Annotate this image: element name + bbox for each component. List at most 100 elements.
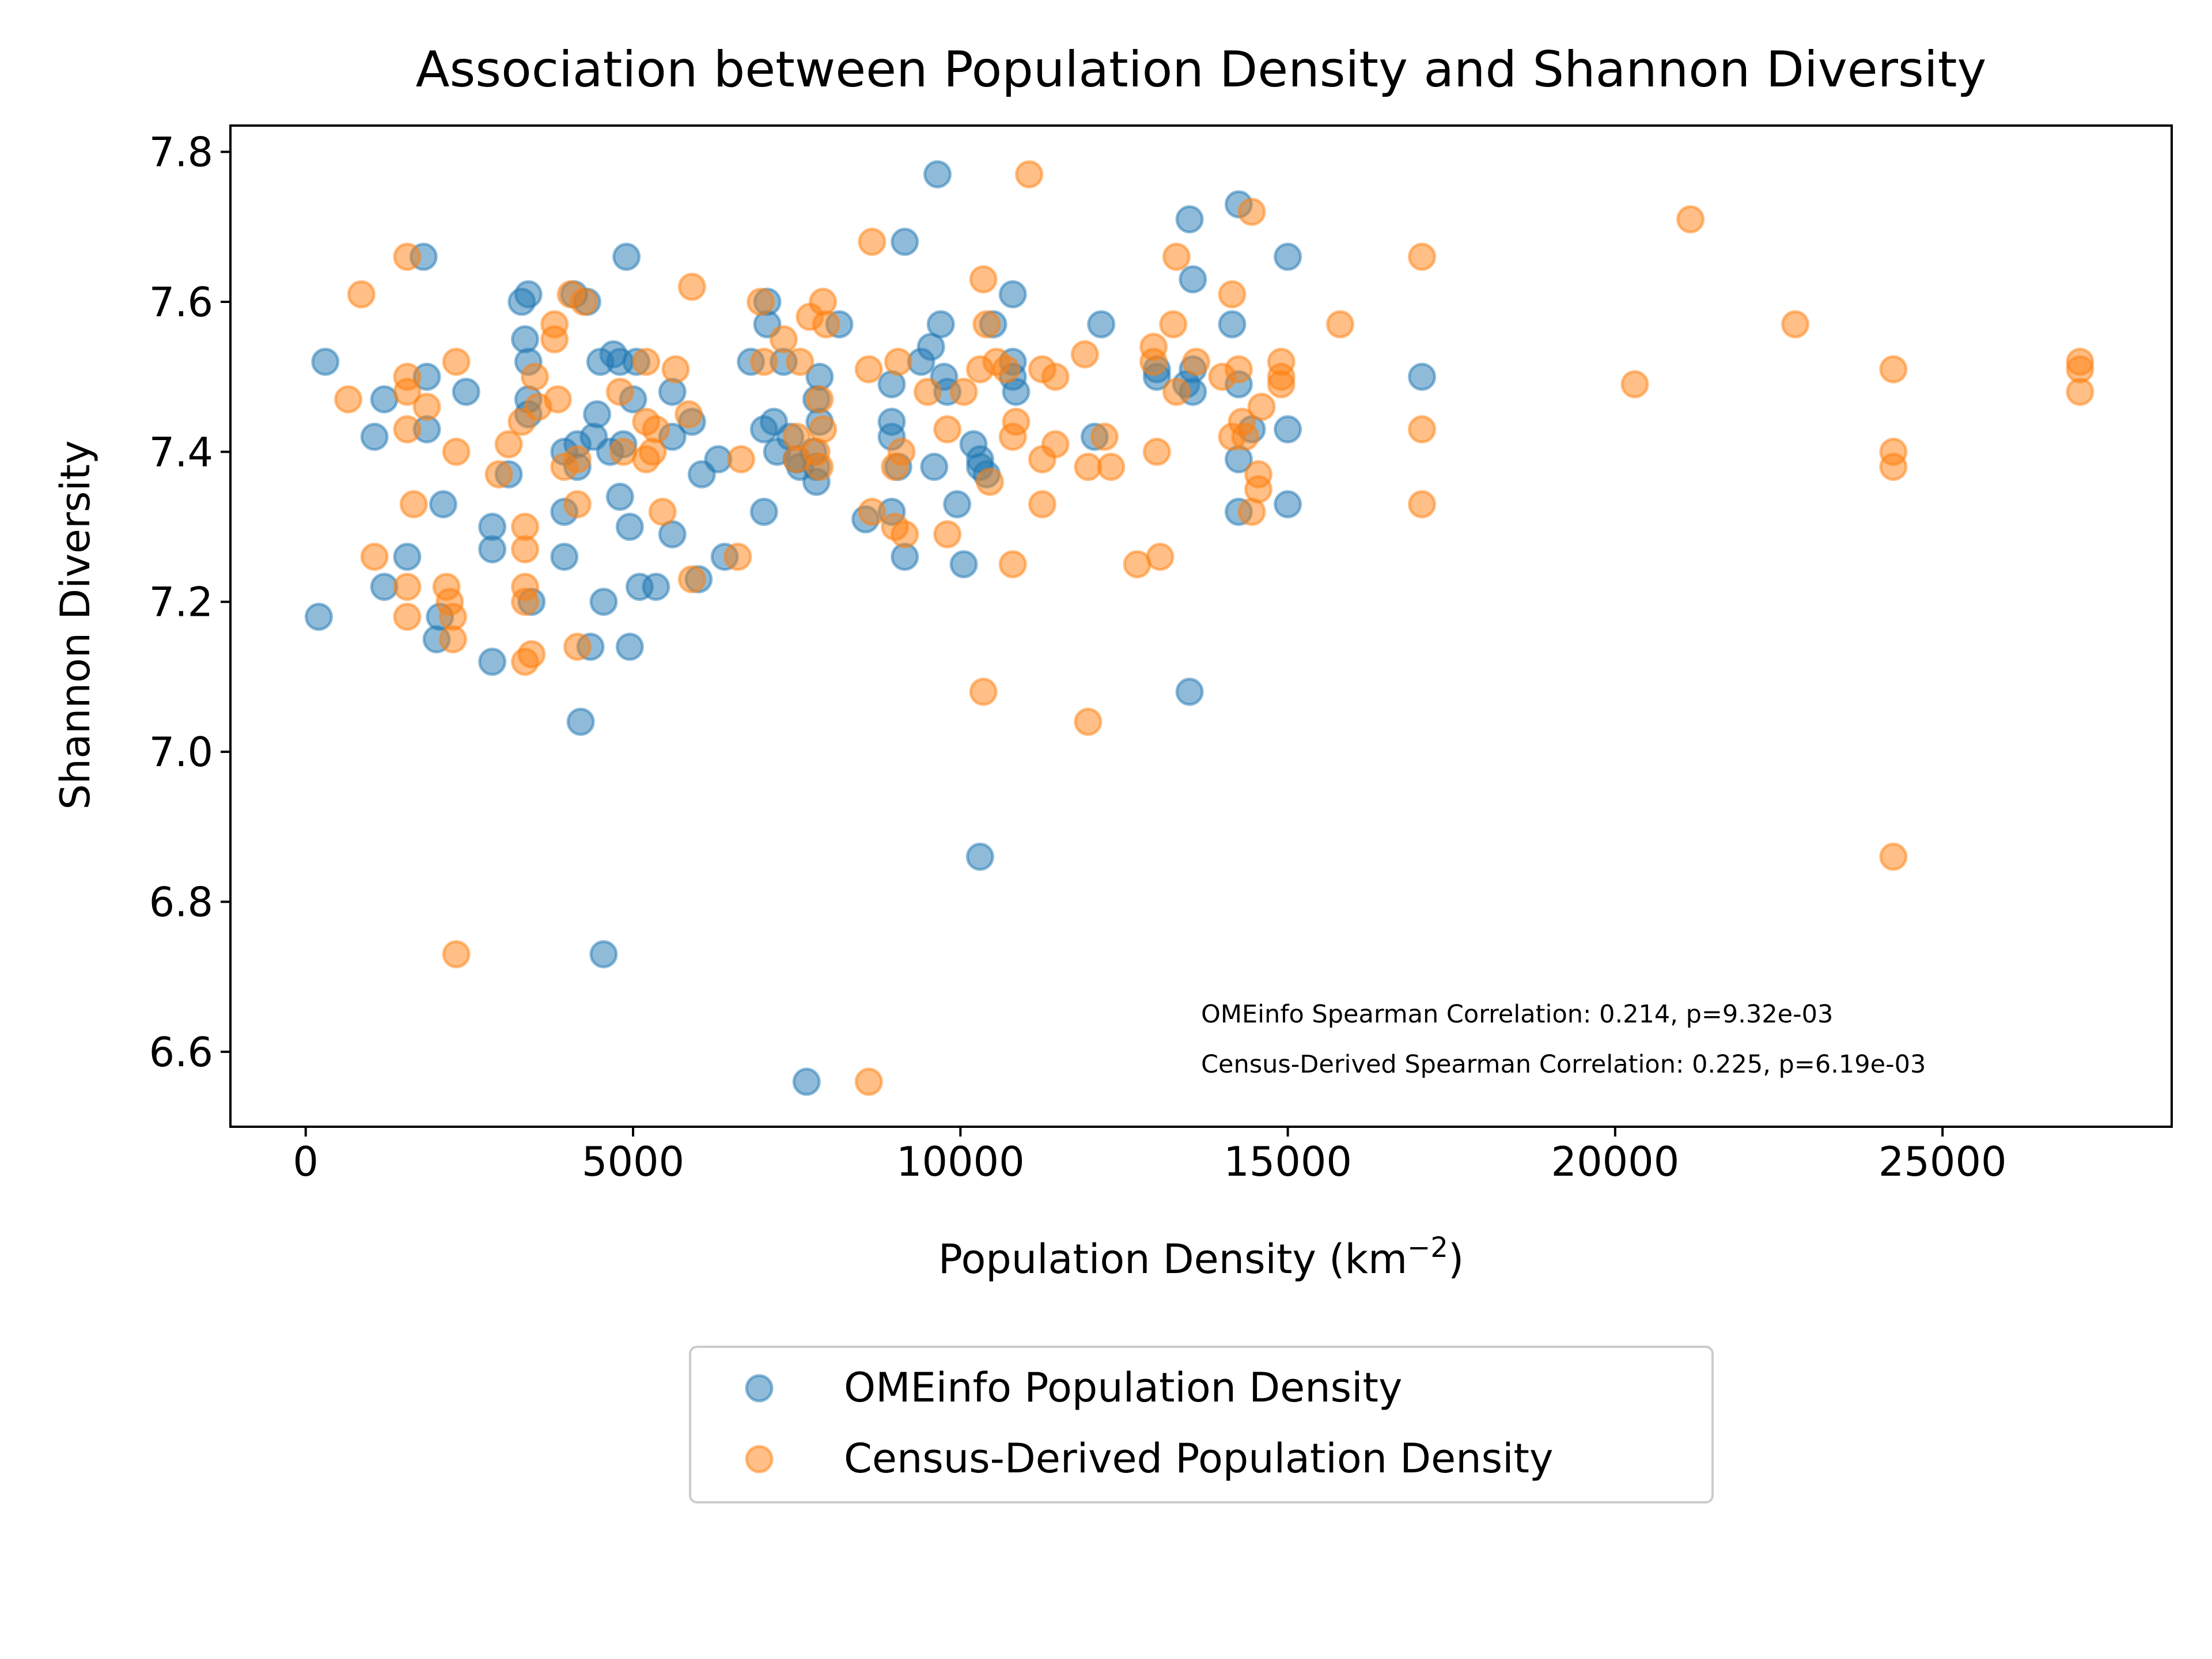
scatter-point bbox=[854, 1067, 883, 1096]
scatter-point bbox=[1002, 407, 1031, 436]
scatter-point bbox=[1326, 310, 1354, 339]
scatter-point bbox=[1237, 198, 1266, 226]
scatter-point bbox=[550, 543, 579, 571]
scatter-point bbox=[1090, 422, 1119, 451]
scatter-point bbox=[615, 632, 644, 661]
y-tick-label: 7.4 bbox=[149, 429, 213, 476]
scatter-point bbox=[914, 377, 942, 406]
scatter-point bbox=[412, 392, 441, 421]
scatter-point bbox=[304, 603, 333, 631]
scatter-point bbox=[786, 347, 815, 376]
scatter-point bbox=[891, 520, 919, 548]
scatter-point bbox=[1041, 362, 1070, 391]
legend: OMEinfo Population Density Census-Derive… bbox=[689, 1346, 1714, 1503]
scatter-point bbox=[727, 445, 755, 474]
legend-marker-omeinfo bbox=[745, 1374, 774, 1403]
scatter-point bbox=[494, 430, 523, 459]
scatter-point bbox=[393, 603, 422, 631]
scatter-point bbox=[1123, 550, 1152, 579]
scatter-point bbox=[920, 452, 949, 481]
scatter-point bbox=[972, 310, 1001, 339]
scatter-point bbox=[589, 940, 618, 969]
scatter-point bbox=[747, 287, 775, 316]
scatter-point bbox=[1676, 205, 1705, 234]
scatter-point bbox=[1142, 437, 1171, 466]
y-tick-label: 7.0 bbox=[149, 729, 213, 776]
scatter-point bbox=[615, 513, 644, 541]
scatter-point bbox=[1074, 707, 1103, 736]
scatter-point bbox=[1231, 422, 1260, 451]
scatter-point bbox=[1028, 490, 1056, 518]
scatter-point bbox=[393, 573, 422, 601]
scatter-point bbox=[563, 490, 592, 518]
scatter-point bbox=[511, 588, 539, 616]
scatter-point bbox=[805, 452, 834, 481]
scatter-point bbox=[1408, 415, 1437, 444]
scatter-point bbox=[442, 347, 471, 376]
scatter-point bbox=[521, 362, 549, 391]
y-tick-label: 6.6 bbox=[149, 1029, 213, 1076]
x-tick-label: 0 bbox=[293, 1138, 319, 1185]
scatter-point bbox=[442, 940, 471, 969]
scatter-point bbox=[1879, 355, 1908, 384]
scatter-point bbox=[442, 437, 471, 466]
scatter-point bbox=[1162, 377, 1191, 406]
scatter-point bbox=[887, 437, 916, 466]
scatter-point bbox=[517, 640, 546, 669]
x-tick-label: 10000 bbox=[896, 1138, 1025, 1185]
scatter-point bbox=[1620, 370, 1649, 399]
scatter-point bbox=[1097, 452, 1126, 481]
scatter-point bbox=[1182, 347, 1210, 376]
scatter-point bbox=[1015, 160, 1044, 189]
annotation-census-correlation: Census-Derived Spearman Correlation: 0.2… bbox=[1201, 1050, 1926, 1079]
plot-area: 0 5000 10000 15000 20000 25000 6.6 6.8 7.0 7.2 7.… bbox=[149, 124, 2173, 1185]
scatter-point bbox=[926, 310, 955, 339]
scatter-point bbox=[452, 377, 480, 406]
scatter-point bbox=[933, 415, 962, 444]
scatter-point bbox=[478, 535, 507, 564]
scatter-point bbox=[311, 347, 340, 376]
scatter-point bbox=[1274, 415, 1302, 444]
scatter-point bbox=[399, 490, 428, 518]
scatter-point bbox=[1267, 370, 1296, 399]
scatter-point bbox=[570, 287, 599, 316]
scatter-point bbox=[393, 377, 422, 406]
scatter-point bbox=[1408, 490, 1437, 518]
scatter-point bbox=[661, 355, 690, 384]
scatter-point bbox=[969, 677, 998, 706]
scatter-point bbox=[884, 347, 912, 376]
scatter-point bbox=[1146, 543, 1175, 571]
scatter-point bbox=[1274, 243, 1302, 271]
scatter-point bbox=[998, 550, 1027, 579]
annotation-omeinfo-correlation: OMEinfo Spearman Correlation: 0.214, p=9… bbox=[1201, 1000, 1833, 1029]
scatter-point bbox=[514, 280, 543, 309]
legend-box bbox=[689, 1346, 1714, 1503]
scatter-point bbox=[484, 460, 513, 488]
scatter-point bbox=[370, 385, 399, 414]
scatter-point bbox=[749, 347, 778, 376]
scatter-point bbox=[1274, 490, 1302, 518]
scatter-point bbox=[543, 385, 572, 414]
scatter-point bbox=[1408, 362, 1437, 391]
scatter-point bbox=[1218, 280, 1247, 309]
scatter-point bbox=[1247, 392, 1276, 421]
scatter-point bbox=[632, 347, 661, 376]
y-axis-label-group: Shannon Diversity bbox=[52, 440, 99, 809]
scatter-point bbox=[677, 272, 706, 301]
x-axis-label-end: ) bbox=[1448, 1236, 1464, 1283]
x-ticks: 0 5000 10000 15000 20000 25000 bbox=[293, 1127, 2007, 1185]
scatter-point bbox=[566, 707, 595, 736]
x-axis-label: Population Density (km−2) bbox=[938, 1232, 1464, 1283]
x-axis-label-main: Population Density (km bbox=[938, 1236, 1407, 1283]
series-1 bbox=[334, 160, 2094, 1096]
scatter-point bbox=[612, 243, 641, 271]
scatter-point bbox=[589, 588, 618, 616]
axes-frame bbox=[229, 124, 2173, 1128]
scatter-point bbox=[1218, 310, 1247, 339]
scatter-point bbox=[1139, 332, 1168, 361]
scatter-point bbox=[1162, 243, 1191, 271]
scatter-point bbox=[792, 1067, 821, 1096]
scatter-point bbox=[438, 625, 467, 654]
scatter-point bbox=[923, 160, 952, 189]
legend-marker-census bbox=[745, 1445, 774, 1474]
